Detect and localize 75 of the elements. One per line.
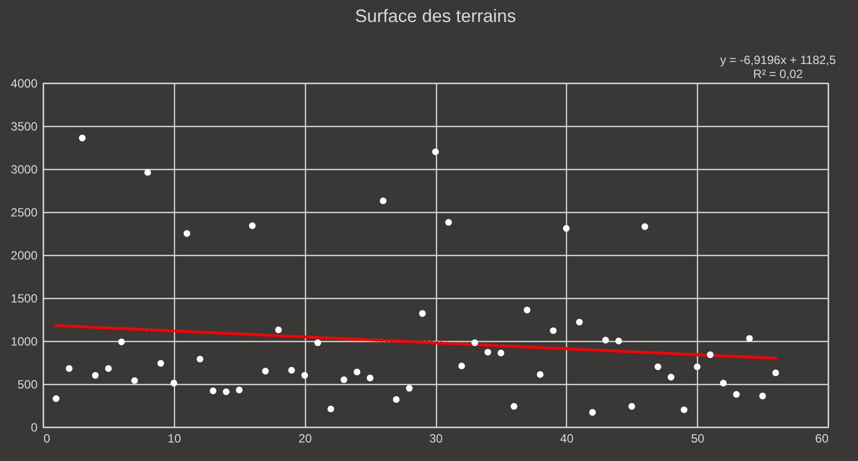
- point: [733, 390, 740, 398]
- point: [484, 348, 492, 356]
- point: [118, 338, 125, 346]
- point: [314, 339, 322, 346]
- point: [196, 356, 204, 362]
- text: R² = 0,02: [753, 67, 804, 81]
- point: [471, 339, 478, 346]
- y-tick-label: 2500: [10, 206, 38, 220]
- point: [66, 365, 73, 372]
- x-tick-label: 50: [690, 432, 705, 446]
- point: [327, 406, 334, 412]
- y-tick-label: 1000: [10, 334, 38, 348]
- point: [248, 222, 256, 230]
- x-tick-label: 60: [815, 432, 829, 446]
- x-tick-label: 30: [429, 432, 443, 446]
- point: [406, 384, 413, 392]
- y-tick-label: 4000: [10, 76, 38, 90]
- point: [562, 224, 570, 232]
- x-tick-label: 10: [168, 432, 182, 446]
- point: [210, 388, 216, 394]
- point: [772, 369, 780, 376]
- y-tick-label: 3000: [10, 162, 38, 176]
- point: [550, 327, 557, 334]
- y-tick-label: 500: [17, 378, 38, 392]
- point: [92, 372, 99, 379]
- point: [380, 197, 387, 204]
- point: [144, 169, 152, 176]
- point: [340, 376, 348, 384]
- point: [746, 335, 753, 342]
- chart-title: Surface des terrains: [354, 6, 516, 26]
- point: [680, 406, 688, 414]
- point: [536, 371, 544, 378]
- point: [419, 310, 426, 317]
- point: [445, 218, 452, 226]
- point: [392, 396, 400, 403]
- point: [498, 350, 504, 356]
- point: [236, 386, 243, 394]
- y-tick-label: 2000: [10, 248, 38, 262]
- point: [301, 372, 308, 379]
- point: [641, 223, 648, 230]
- point: [288, 366, 295, 374]
- point: [170, 380, 178, 386]
- point: [628, 403, 636, 410]
- point: [694, 363, 701, 370]
- point: [706, 351, 714, 358]
- point: [589, 409, 596, 416]
- point: [458, 362, 466, 370]
- point: [615, 338, 622, 344]
- point: [222, 388, 230, 396]
- point: [576, 318, 583, 326]
- point: [432, 148, 439, 156]
- point: [654, 363, 662, 370]
- point: [510, 403, 518, 410]
- y-tick-label: 1500: [10, 292, 38, 306]
- point: [78, 134, 86, 142]
- point: [668, 374, 674, 380]
- point: [52, 395, 60, 402]
- text: y = -6,9196x + 1182,5: [720, 53, 836, 67]
- x-tick-label: 40: [560, 432, 574, 446]
- point: [262, 368, 269, 374]
- point: [275, 326, 282, 334]
- point: [184, 230, 190, 237]
- point: [366, 374, 374, 382]
- point: [131, 377, 138, 384]
- point: [720, 380, 727, 386]
- point: [602, 336, 609, 344]
- y-tick-label: 0: [30, 420, 38, 434]
- point: [524, 306, 530, 314]
- point: [105, 365, 112, 372]
- point: [354, 368, 360, 376]
- point: [759, 392, 766, 400]
- point: [157, 360, 164, 367]
- x-tick-label: 0: [44, 432, 50, 446]
- x-tick-label: 20: [298, 432, 312, 446]
- y-tick-label: 3500: [10, 120, 38, 134]
